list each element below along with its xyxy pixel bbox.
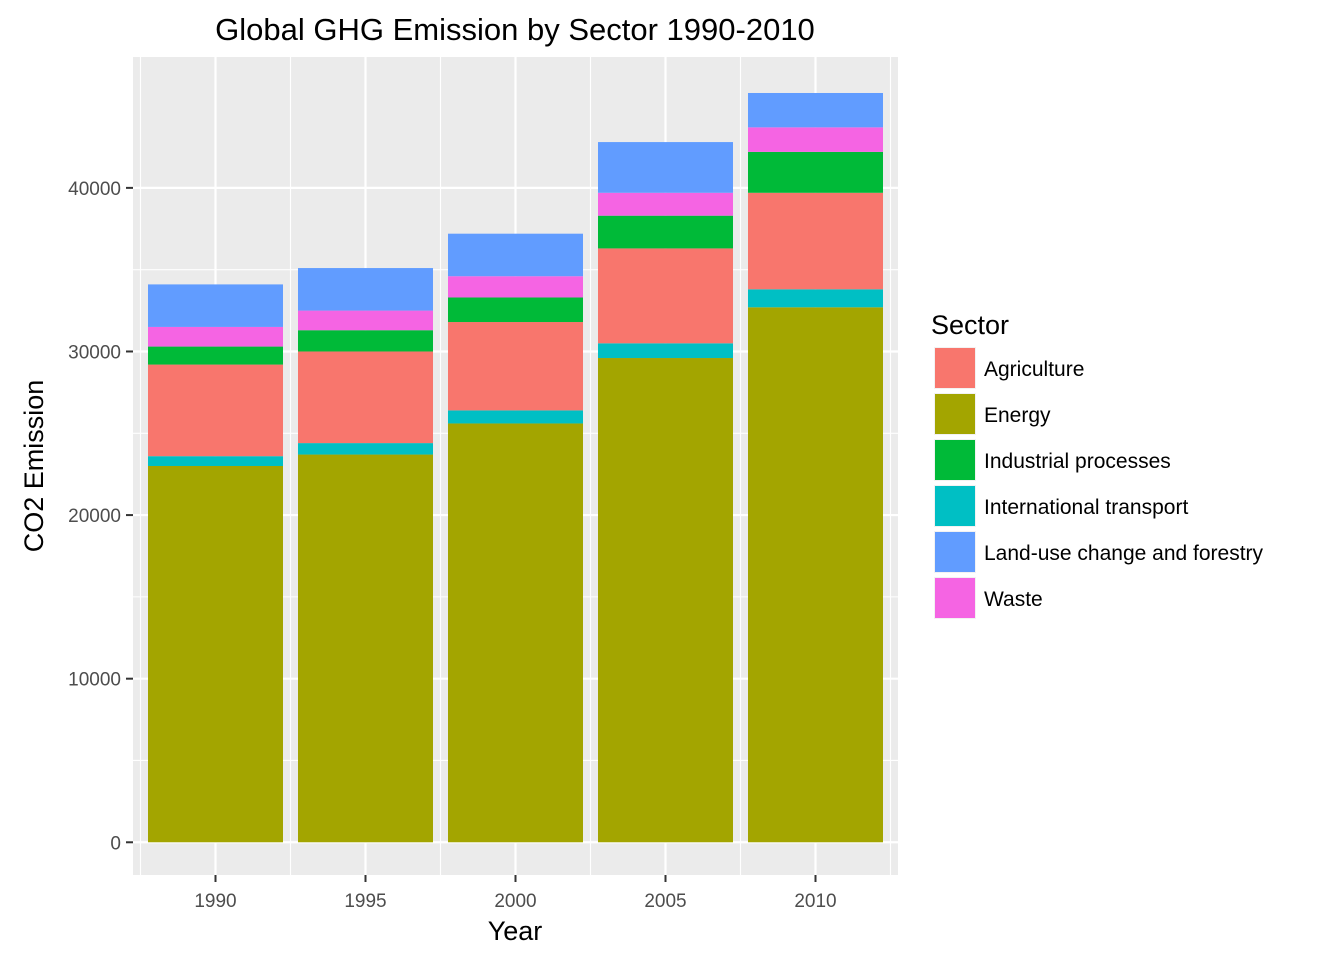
bar-international-transport-2000	[448, 410, 583, 424]
y-tick-label: 10000	[68, 670, 121, 691]
x-axis-label: Year	[488, 916, 543, 946]
bar-agriculture-2010	[748, 192, 883, 290]
bar-energy-2005	[598, 358, 733, 843]
bar-agriculture-1990	[148, 364, 283, 457]
x-tick-label: 2010	[794, 891, 836, 912]
bar-international-transport-2005	[598, 343, 733, 359]
chart-title: Global GHG Emission by Sector 1990-2010	[215, 12, 815, 47]
bar-land-use-change-and-forestry-1990	[148, 284, 283, 327]
bar-stack-2010	[748, 92, 883, 843]
bar-waste-1990	[148, 326, 283, 347]
bar-energy-1995	[298, 454, 433, 843]
y-tick-label: 0	[110, 833, 121, 854]
bar-stack-2005	[598, 142, 733, 843]
legend-label-international-transport: International transport	[984, 496, 1188, 519]
bar-industrial-processes-1990	[148, 346, 283, 365]
bar-agriculture-2005	[598, 248, 733, 344]
bar-energy-1990	[148, 466, 283, 843]
bar-stack-1995	[298, 268, 433, 843]
legend-label-agriculture: Agriculture	[984, 358, 1084, 381]
bar-waste-2010	[748, 127, 883, 152]
bar-stack-2000	[448, 233, 583, 843]
bar-waste-2005	[598, 192, 733, 216]
y-axis-label: CO2 Emission	[19, 380, 49, 553]
bar-land-use-change-and-forestry-1995	[298, 268, 433, 311]
bar-agriculture-2000	[448, 322, 583, 411]
y-tick-label: 40000	[68, 179, 121, 200]
legend-swatch-land-use-change-and-forestry	[935, 532, 975, 572]
bar-industrial-processes-2000	[448, 297, 583, 323]
bar-stack-1990	[148, 284, 283, 843]
bar-international-transport-2010	[748, 289, 883, 308]
legend-label-waste: Waste	[984, 588, 1043, 611]
bar-land-use-change-and-forestry-2005	[598, 142, 733, 193]
bar-industrial-processes-2005	[598, 215, 733, 249]
bars	[148, 92, 883, 843]
legend: Sector Agriculture Energy Industrial proce…	[931, 310, 1264, 619]
y-tick-label: 30000	[68, 342, 121, 363]
y-tick-label: 20000	[68, 506, 121, 527]
legend-swatch-international-transport	[935, 486, 975, 526]
bar-waste-1995	[298, 310, 433, 331]
bar-waste-2000	[448, 276, 583, 298]
x-tick-label: 2005	[644, 891, 686, 912]
bar-international-transport-1990	[148, 456, 283, 466]
bar-international-transport-1995	[298, 443, 433, 455]
legend-swatch-industrial-processes	[935, 440, 975, 480]
bar-land-use-change-and-forestry-2010	[748, 92, 883, 128]
legend-swatch-agriculture	[935, 348, 975, 388]
legend-label-industrial-processes: Industrial processes	[984, 450, 1171, 473]
x-tick-label: 2000	[494, 891, 536, 912]
x-tick-label: 1995	[344, 891, 386, 912]
x-tick-label: 1990	[194, 891, 236, 912]
legend-swatch-waste	[935, 578, 975, 618]
bar-energy-2010	[748, 307, 883, 843]
bar-land-use-change-and-forestry-2000	[448, 233, 583, 277]
legend-label-land-use-change-and-forestry: Land-use change and forestry	[984, 542, 1264, 565]
legend-swatch-energy	[935, 394, 975, 434]
legend-label-energy: Energy	[984, 404, 1051, 427]
bar-agriculture-1995	[298, 351, 433, 444]
axes: 0 10000 20000 30000 40000 1990 1995 2000 2005 201…	[68, 179, 836, 912]
bar-industrial-processes-1995	[298, 330, 433, 352]
bar-industrial-processes-2010	[748, 151, 883, 193]
legend-title: Sector	[931, 310, 1009, 340]
bar-energy-2000	[448, 423, 583, 843]
